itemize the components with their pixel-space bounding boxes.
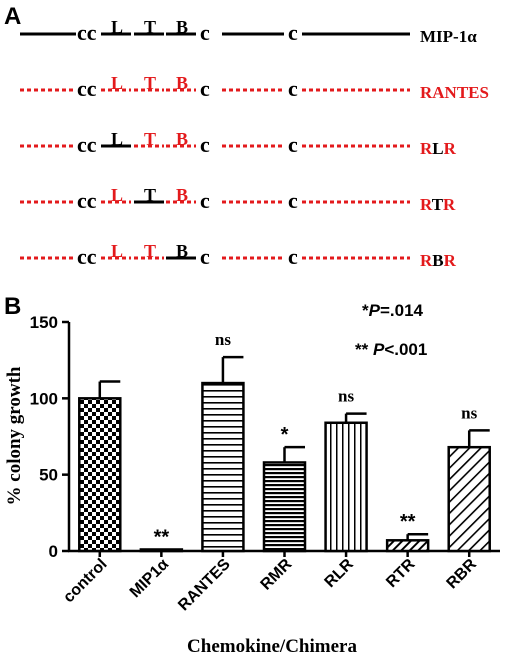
significance-label: ns xyxy=(461,403,477,422)
construct-name: MIP-1α xyxy=(420,27,477,46)
construct-row-MIP-1α: L T Bcc c c MIP-1α xyxy=(20,17,477,46)
construct-name-part: L xyxy=(432,139,443,158)
segment-T-letter: T xyxy=(144,241,156,261)
segment-B-letter: B xyxy=(176,17,188,37)
panel-a-label: A xyxy=(4,3,21,30)
category-label: RANTES xyxy=(175,556,234,615)
panel-b-label: B xyxy=(4,293,21,320)
significance-label: * xyxy=(281,424,289,446)
legend-1-rest: =.014 xyxy=(380,301,424,320)
segment-T-letter: T xyxy=(144,129,156,149)
segment-L-letter: L xyxy=(111,241,123,261)
category-label: MIP1α xyxy=(127,556,172,601)
bar-RLR xyxy=(324,421,368,553)
construct-row-RLR: L T Bcc c c RLR xyxy=(20,129,457,158)
construct-name: RBR xyxy=(420,251,457,270)
c-motif: c xyxy=(200,188,210,213)
bar-RMR xyxy=(262,461,307,553)
bar-RANTES xyxy=(201,381,245,553)
legend-1-italic: P xyxy=(369,301,381,320)
significance-label: ** xyxy=(400,511,416,533)
c-motif: c xyxy=(288,188,298,213)
construct-name-part: R xyxy=(444,251,457,270)
construct-row-RBR: L T Bcc c c RBR xyxy=(20,241,457,270)
x-axis-title: Chemokine/Chimera xyxy=(187,636,357,657)
y-tick-label: 50 xyxy=(39,466,58,485)
legend-line-1: *P=.014 xyxy=(362,301,424,320)
construct-name: RTR xyxy=(420,195,456,214)
segment-B-letter: B xyxy=(176,73,188,93)
y-tick-label: 0 xyxy=(49,542,58,561)
construct-name: RANTES xyxy=(420,83,489,102)
c-motif: c xyxy=(288,132,298,157)
cc-motif: cc xyxy=(77,76,97,101)
cc-motif: cc xyxy=(77,244,97,269)
segment-L-letter: L xyxy=(111,129,123,149)
c-motif: c xyxy=(288,76,298,101)
segment-T-letter: T xyxy=(144,73,156,93)
y-tick-label: 100 xyxy=(30,389,58,408)
significance-label: ** xyxy=(154,526,170,548)
cc-motif: cc xyxy=(77,188,97,213)
construct-row-RANTES: L T Bcc c c RANTES xyxy=(20,73,489,102)
significance-legend: *P=.014 ** P<.001 xyxy=(355,301,427,359)
cc-motif: cc xyxy=(77,20,97,45)
construct-name: RLR xyxy=(420,139,457,158)
bar-RTR xyxy=(385,539,430,553)
bar-MIP1α xyxy=(139,548,184,553)
segment-L-letter: L xyxy=(111,185,123,205)
construct-name-part: R xyxy=(420,195,433,214)
segment-L-letter: L xyxy=(111,17,123,37)
category-label: RBR xyxy=(444,555,481,592)
construct-name-part: B xyxy=(432,251,443,270)
legend-line-2: ** P<.001 xyxy=(355,340,427,359)
segment-B-letter: B xyxy=(176,241,188,261)
c-motif: c xyxy=(200,20,210,45)
y-axis-title: % colony growth xyxy=(4,366,25,505)
bar-control xyxy=(78,397,122,553)
construct-name-part: MIP-1α xyxy=(420,27,477,46)
segment-T-letter: T xyxy=(144,185,156,205)
significance-label: ns xyxy=(215,330,231,349)
significance-label: ns xyxy=(338,387,354,406)
legend-1-stars: * xyxy=(362,301,369,320)
category-label: RLR xyxy=(322,555,358,591)
construct-name-part: T xyxy=(432,195,444,214)
y-tick-label: 150 xyxy=(30,313,58,332)
c-motif: c xyxy=(288,244,298,269)
construct-name-part: R xyxy=(420,139,433,158)
legend-2-rest: <.001 xyxy=(384,340,427,359)
bar-RBR xyxy=(447,445,491,553)
legend-2-stars: ** xyxy=(355,340,373,359)
c-motif: c xyxy=(200,76,210,101)
c-motif: c xyxy=(200,132,210,157)
segment-B-letter: B xyxy=(176,129,188,149)
construct-name-part: R xyxy=(443,195,456,214)
category-label: RMR xyxy=(258,555,296,593)
construct-name-part: R xyxy=(420,251,433,270)
legend-2-italic: P xyxy=(373,340,385,359)
construct-name-part: RANTES xyxy=(420,83,489,102)
c-motif: c xyxy=(200,244,210,269)
segment-T-letter: T xyxy=(144,17,156,37)
category-label: control xyxy=(60,556,110,606)
c-motif: c xyxy=(288,20,298,45)
segment-L-letter: L xyxy=(111,73,123,93)
segment-B-letter: B xyxy=(176,185,188,205)
cc-motif: cc xyxy=(77,132,97,157)
construct-row-RTR: L T Bcc c c RTR xyxy=(20,185,456,214)
category-label: RTR xyxy=(383,555,419,591)
construct-name-part: R xyxy=(444,139,457,158)
